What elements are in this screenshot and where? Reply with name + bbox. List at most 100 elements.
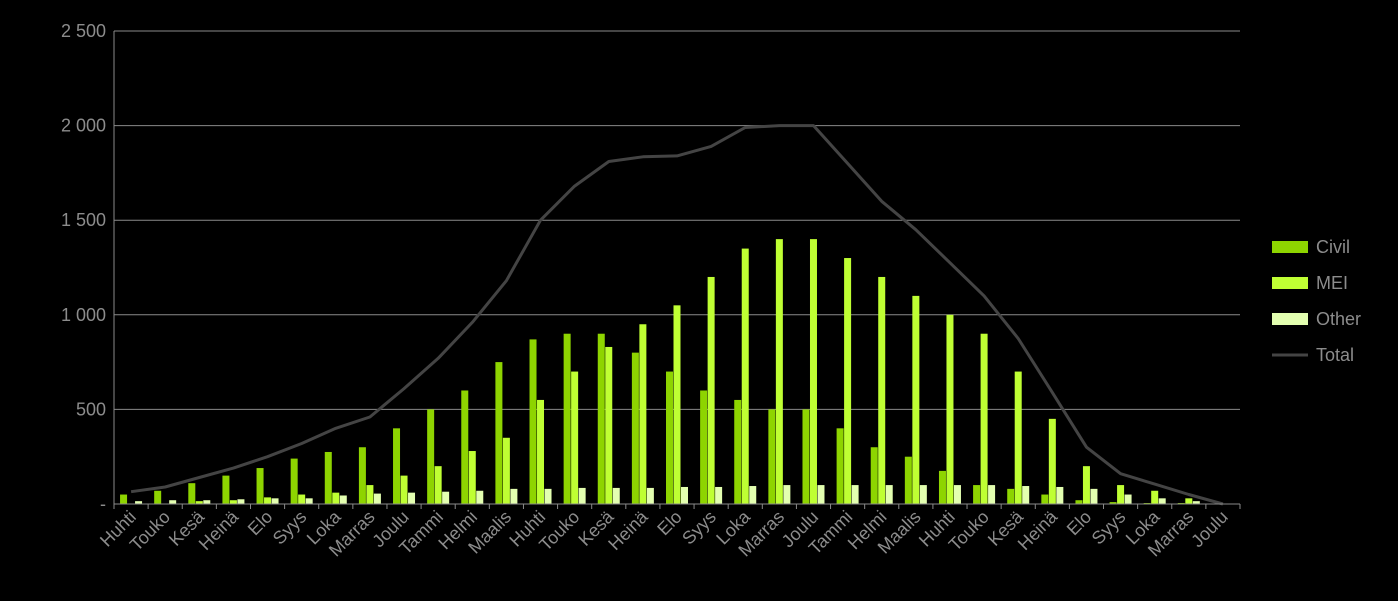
bar-civil-19 [768,409,776,504]
bar-other-13 [578,487,586,504]
total-line [130,124,1224,506]
bar-civil-4 [256,468,264,504]
bar-civil-1 [154,490,162,504]
bar-mei-31 [1185,498,1193,504]
legend-label-total: Total [1316,345,1354,365]
y-tick-label: 1 500 [61,210,106,230]
bar-other-26 [1022,486,1030,504]
bar-mei-11 [502,437,510,504]
bar-other-14 [612,487,620,504]
y-tick-label: 1 000 [61,305,106,325]
x-tick-label: Heinä [604,506,652,554]
bar-civil-20 [802,409,810,504]
bar-civil-17 [700,390,708,504]
bar-civil-15 [631,352,639,504]
x-tick-label: Syys [678,507,720,549]
bar-civil-21 [836,428,844,504]
bar-civil-12 [529,339,537,504]
bar-other-4 [271,498,279,504]
bar-civil-28 [1075,500,1083,504]
x-tick-label: Joulu [1187,507,1232,552]
bar-civil-27 [1041,494,1049,504]
bar-other-9 [442,491,450,504]
bar-other-7 [373,493,381,504]
legend-label-mei: MEI [1316,273,1348,293]
bar-civil-25 [973,485,981,504]
x-tick-label: Touko [126,507,174,555]
bar-mei-18 [741,248,749,504]
bar-mei-13 [571,371,579,504]
bar-civil-29 [1109,502,1117,504]
bar-civil-9 [427,409,435,504]
x-tick-label: Touko [945,507,993,555]
bar-mei-12 [537,399,545,504]
bar-other-3 [237,499,245,504]
bar-other-0 [135,501,143,504]
bar-other-16 [681,486,688,504]
bar-civil-5 [290,458,298,504]
bar-civil-6 [324,451,332,504]
bar-civil-13 [563,333,571,504]
bar-mei-4 [264,497,272,504]
x-tick-label: Heinä [1014,506,1062,554]
axes [113,31,1241,509]
bar-mei-5 [298,494,306,504]
x-tick-label: Syys [269,507,311,549]
y-axis-tick-labels: - 500 1 000 1 500 2 000 2 500 [61,21,106,514]
bar-mei-25 [980,333,988,504]
bar-mei-8 [400,475,408,504]
bar-civil-8 [393,428,401,504]
bar-mei-19 [775,239,783,504]
bar-other-10 [476,490,484,504]
bar-other-1 [169,500,177,504]
bar-civil-10 [461,390,469,504]
legend-swatch-civil [1272,241,1308,253]
x-tick-label: Heinä [195,506,243,554]
bar-other-27 [1056,486,1064,504]
y-tick-label: 500 [76,399,106,419]
bar-civil-0 [120,494,128,504]
bar-mei-23 [912,295,920,504]
bar-mei-9 [434,466,442,504]
bar-mei-6 [332,492,340,504]
bar-other-31 [1192,501,1200,504]
bar-civil-2 [188,483,196,504]
y-tick-label: - [100,494,106,514]
bar-other-28 [1090,488,1098,504]
bar-mei-28 [1082,466,1090,504]
bar-other-5 [305,498,313,504]
bars [120,239,1200,504]
bar-other-30 [1158,498,1166,504]
x-tick-label: Syys [1088,507,1130,549]
bar-mei-20 [809,239,817,504]
bar-other-29 [1124,494,1132,504]
bar-other-8 [408,492,416,504]
bar-other-18 [749,486,757,504]
bar-other-11 [510,488,518,504]
bar-mei-14 [605,346,613,504]
series-line-total [130,124,1224,506]
legend-swatch-other [1272,313,1308,325]
bar-other-19 [783,485,791,504]
bar-mei-7 [366,485,374,504]
legend: Civil MEI Other Total [1272,237,1361,365]
legend-swatch-mei [1272,277,1308,289]
bar-other-25 [988,485,996,504]
bar-civil-14 [597,333,605,504]
bar-civil-24 [938,470,946,504]
bar-civil-7 [358,447,366,504]
bar-mei-27 [1048,418,1056,504]
bar-mei-10 [468,451,476,504]
y-tick-label: 2 000 [61,116,106,136]
bar-other-20 [817,485,825,504]
bar-other-2 [203,500,211,504]
bar-civil-22 [870,447,878,504]
bar-other-23 [919,485,927,504]
x-tick-label: Touko [535,507,583,555]
y-tick-label: 2 500 [61,21,106,41]
bar-civil-18 [734,399,742,504]
bar-mei-21 [844,258,852,504]
bar-mei-26 [1014,371,1022,504]
